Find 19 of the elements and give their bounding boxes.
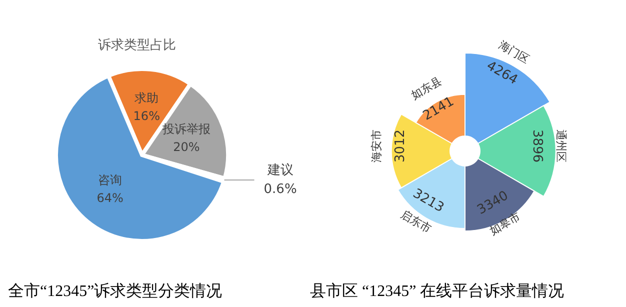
data-label: 3012	[392, 129, 408, 163]
text: 全市“12345”诉求类型分类情况	[8, 282, 222, 302]
data-label: 3896	[529, 129, 544, 163]
data-label: 20%	[173, 140, 200, 154]
category-label: 海安市	[370, 130, 383, 162]
chart-title: 诉求类型占比	[97, 37, 177, 54]
text: 县市区 “12345” 在线平台诉求量情况	[310, 282, 566, 302]
slice-label: 咨询	[98, 172, 122, 187]
slice-label: 建议	[266, 163, 294, 178]
category-label: 启东市	[398, 208, 434, 236]
category-label: 通州区	[554, 130, 568, 162]
slice-label: 投诉举报	[161, 122, 210, 136]
category-label: 海门区	[496, 38, 532, 66]
category-label: 如东县	[409, 74, 444, 102]
data-label: 16%	[133, 108, 160, 123]
data-label: 64%	[96, 190, 124, 205]
slice-label: 求助	[134, 90, 159, 105]
data-label: 0.6%	[264, 182, 297, 197]
category-label: 如皋市	[487, 210, 523, 238]
